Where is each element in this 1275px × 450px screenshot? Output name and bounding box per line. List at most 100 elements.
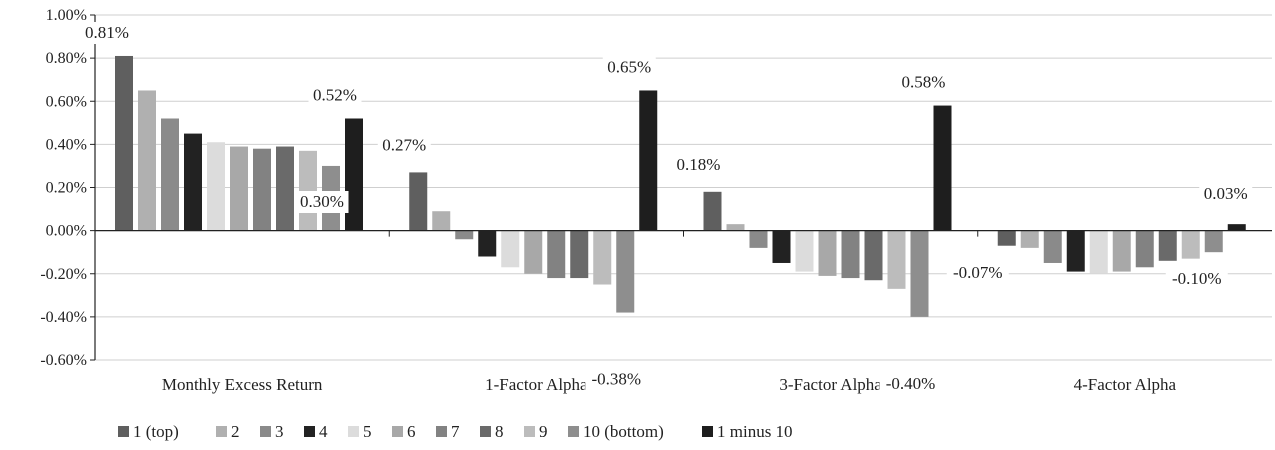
- bar: [1181, 230, 1200, 259]
- legend-swatch: [524, 426, 535, 437]
- bar: [1158, 230, 1177, 261]
- bar: [1089, 230, 1108, 274]
- bar: [818, 230, 837, 276]
- legend-label: 1 (top): [133, 422, 179, 441]
- bar: [1043, 230, 1062, 263]
- bar: [887, 230, 906, 289]
- legend-label: 6: [407, 422, 416, 441]
- bar: [524, 230, 543, 274]
- bar: [478, 230, 497, 257]
- y-tick-label: 0.20%: [46, 180, 87, 197]
- data-label-background: [377, 134, 431, 157]
- legend-label: 9: [539, 422, 548, 441]
- bar: [933, 105, 952, 231]
- data-label-background: [672, 153, 725, 176]
- x-category-label: 3-Factor Alpha: [779, 375, 882, 394]
- bar: [115, 55, 133, 231]
- bar: [1135, 230, 1154, 268]
- legend-swatch: [260, 426, 271, 437]
- bar: [207, 142, 225, 231]
- y-tick-label: 0.60%: [46, 93, 87, 110]
- data-label-background: [897, 71, 950, 94]
- bar: [276, 146, 294, 231]
- data-label: -0.10%: [1172, 269, 1222, 288]
- bar: [501, 230, 520, 268]
- legend-label: 10 (bottom): [583, 422, 664, 441]
- legend-swatch: [348, 426, 359, 437]
- bar: [910, 230, 929, 317]
- bar: [299, 150, 317, 231]
- bar: [161, 118, 179, 231]
- bar: [1112, 230, 1131, 272]
- bar: [1204, 230, 1223, 253]
- data-label: 0.30%: [300, 192, 344, 211]
- legend-label: 5: [363, 422, 372, 441]
- legend-label: 4: [319, 422, 328, 441]
- legend-label: 8: [495, 422, 504, 441]
- bar: [703, 191, 722, 231]
- data-label-background: [602, 56, 656, 79]
- legend-swatch: [216, 426, 227, 437]
- y-tick-label: 0.80%: [46, 50, 87, 67]
- y-tick-label: -0.40%: [40, 309, 87, 326]
- bar: [795, 230, 814, 272]
- bar: [253, 148, 271, 231]
- data-label: 0.58%: [902, 73, 946, 92]
- y-tick-label: -0.20%: [40, 266, 87, 283]
- bar: [726, 224, 745, 231]
- data-label: -0.38%: [591, 370, 641, 389]
- legend-swatch: [436, 426, 447, 437]
- data-label-background: [308, 84, 362, 107]
- bar: [997, 230, 1016, 246]
- bar: [432, 211, 451, 231]
- bar: [616, 230, 635, 313]
- legend-label: 3: [275, 422, 284, 441]
- bar: [864, 230, 883, 281]
- data-label-background: [80, 22, 134, 44]
- y-tick-label: -0.60%: [40, 352, 87, 369]
- bar: [841, 230, 860, 279]
- legend-label: 2: [231, 422, 240, 441]
- y-tick-label: 0.00%: [46, 223, 87, 240]
- x-category-label: 4-Factor Alpha: [1074, 375, 1177, 394]
- bar: [749, 230, 768, 248]
- data-label-background: [295, 191, 349, 213]
- legend-swatch: [304, 426, 315, 437]
- bar: [184, 133, 202, 231]
- x-category-label: Monthly Excess Return: [162, 375, 323, 394]
- bar: [547, 230, 566, 279]
- x-category-label: 1-Factor Alpha: [485, 375, 588, 394]
- legend-swatch: [702, 426, 713, 437]
- data-label: -0.07%: [953, 263, 1003, 282]
- legend-swatch: [118, 426, 129, 437]
- bar: [138, 90, 156, 231]
- y-tick-label: 1.00%: [46, 7, 87, 24]
- y-tick-label: 0.40%: [46, 136, 87, 153]
- bar: [1066, 230, 1085, 272]
- data-label-background: [879, 372, 942, 395]
- legend-swatch: [480, 426, 491, 437]
- legend: 1 (top) 2 3 4 5 6 7 8 9 10 (bottom) 1 minus 10: [118, 422, 793, 441]
- bar: [570, 230, 589, 279]
- data-label: 0.65%: [607, 57, 651, 76]
- axes: -0.60%-0.40%-0.20%0.00%0.20%0.40%0.60%0.…: [40, 7, 1272, 394]
- legend-swatch: [392, 426, 403, 437]
- data-label: 0.27%: [382, 135, 426, 154]
- data-label-background: [585, 368, 648, 391]
- bar: [455, 230, 474, 240]
- data-label: -0.40%: [886, 374, 936, 393]
- bar: [1020, 230, 1039, 248]
- data-label: 0.18%: [677, 155, 721, 174]
- data-label: 0.52%: [313, 86, 357, 105]
- gridlines: [95, 14, 1272, 361]
- bar: [639, 90, 658, 231]
- data-labels: 0.81% 0.52% 0.30% 0.27% 0.65% -0.38% 0.18% 0.58…: [80, 22, 1253, 395]
- bar: [1227, 224, 1246, 231]
- legend-label: 7: [451, 422, 460, 441]
- data-label: 0.81%: [85, 23, 129, 42]
- data-label: 0.03%: [1204, 184, 1248, 203]
- bar: [345, 118, 363, 231]
- data-label-background: [1165, 268, 1228, 291]
- data-label-background: [1199, 183, 1253, 206]
